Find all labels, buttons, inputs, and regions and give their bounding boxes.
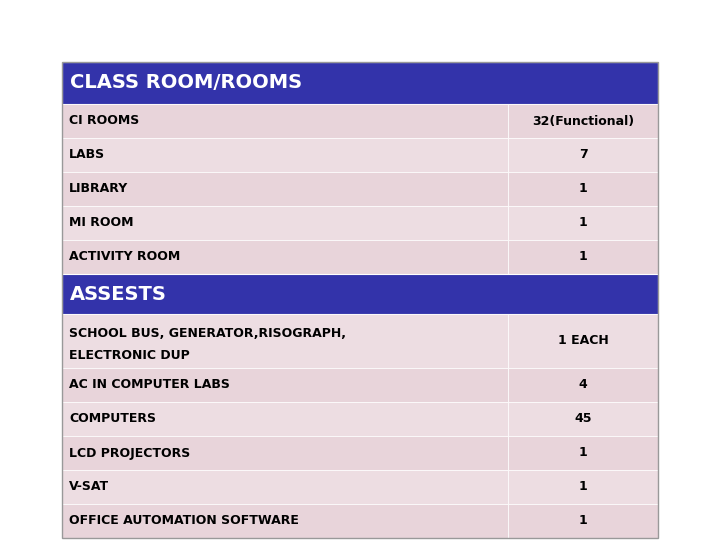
Text: 32(Functional): 32(Functional) xyxy=(532,114,634,127)
Bar xyxy=(62,436,508,470)
Text: SCHOOL BUS, GENERATOR,RISOGRAPH,: SCHOOL BUS, GENERATOR,RISOGRAPH, xyxy=(69,327,346,340)
Text: 1: 1 xyxy=(579,251,588,264)
Text: 1: 1 xyxy=(579,217,588,230)
Text: AC IN COMPUTER LABS: AC IN COMPUTER LABS xyxy=(69,379,230,392)
Bar xyxy=(508,504,658,538)
Text: LABS: LABS xyxy=(69,148,105,161)
Bar xyxy=(62,470,508,504)
Text: OFFICE AUTOMATION SOFTWARE: OFFICE AUTOMATION SOFTWARE xyxy=(69,515,299,528)
Text: 1: 1 xyxy=(579,515,588,528)
Text: 1: 1 xyxy=(579,447,588,460)
Text: 7: 7 xyxy=(579,148,588,161)
Bar xyxy=(508,172,658,206)
Bar xyxy=(62,138,508,172)
Text: 1 EACH: 1 EACH xyxy=(557,334,608,348)
Bar xyxy=(62,314,508,368)
Bar xyxy=(62,206,508,240)
Text: ACTIVITY ROOM: ACTIVITY ROOM xyxy=(69,251,180,264)
Bar xyxy=(62,274,658,314)
Bar xyxy=(508,138,658,172)
Bar xyxy=(508,206,658,240)
Bar xyxy=(508,436,658,470)
Text: COMPUTERS: COMPUTERS xyxy=(69,413,156,426)
Bar xyxy=(62,402,508,436)
Text: LCD PROJECTORS: LCD PROJECTORS xyxy=(69,447,190,460)
Text: V-SAT: V-SAT xyxy=(69,481,109,494)
Bar xyxy=(508,402,658,436)
Text: CLASS ROOM/ROOMS: CLASS ROOM/ROOMS xyxy=(70,73,302,92)
Text: ASSESTS: ASSESTS xyxy=(70,285,167,303)
Bar xyxy=(62,240,508,274)
Text: 4: 4 xyxy=(579,379,588,392)
Bar xyxy=(62,368,508,402)
Text: CI ROOMS: CI ROOMS xyxy=(69,114,139,127)
Bar xyxy=(508,240,658,274)
Text: LIBRARY: LIBRARY xyxy=(69,183,128,195)
Bar xyxy=(508,368,658,402)
Bar xyxy=(508,470,658,504)
Bar xyxy=(508,104,658,138)
Text: MI ROOM: MI ROOM xyxy=(69,217,133,230)
Bar xyxy=(508,314,658,368)
Text: 45: 45 xyxy=(575,413,592,426)
Text: ELECTRONIC DUP: ELECTRONIC DUP xyxy=(69,348,190,362)
Text: 1: 1 xyxy=(579,481,588,494)
Bar xyxy=(62,104,508,138)
Bar xyxy=(62,504,508,538)
Bar xyxy=(62,172,508,206)
Bar xyxy=(62,62,658,104)
Text: 1: 1 xyxy=(579,183,588,195)
Bar xyxy=(62,62,658,538)
